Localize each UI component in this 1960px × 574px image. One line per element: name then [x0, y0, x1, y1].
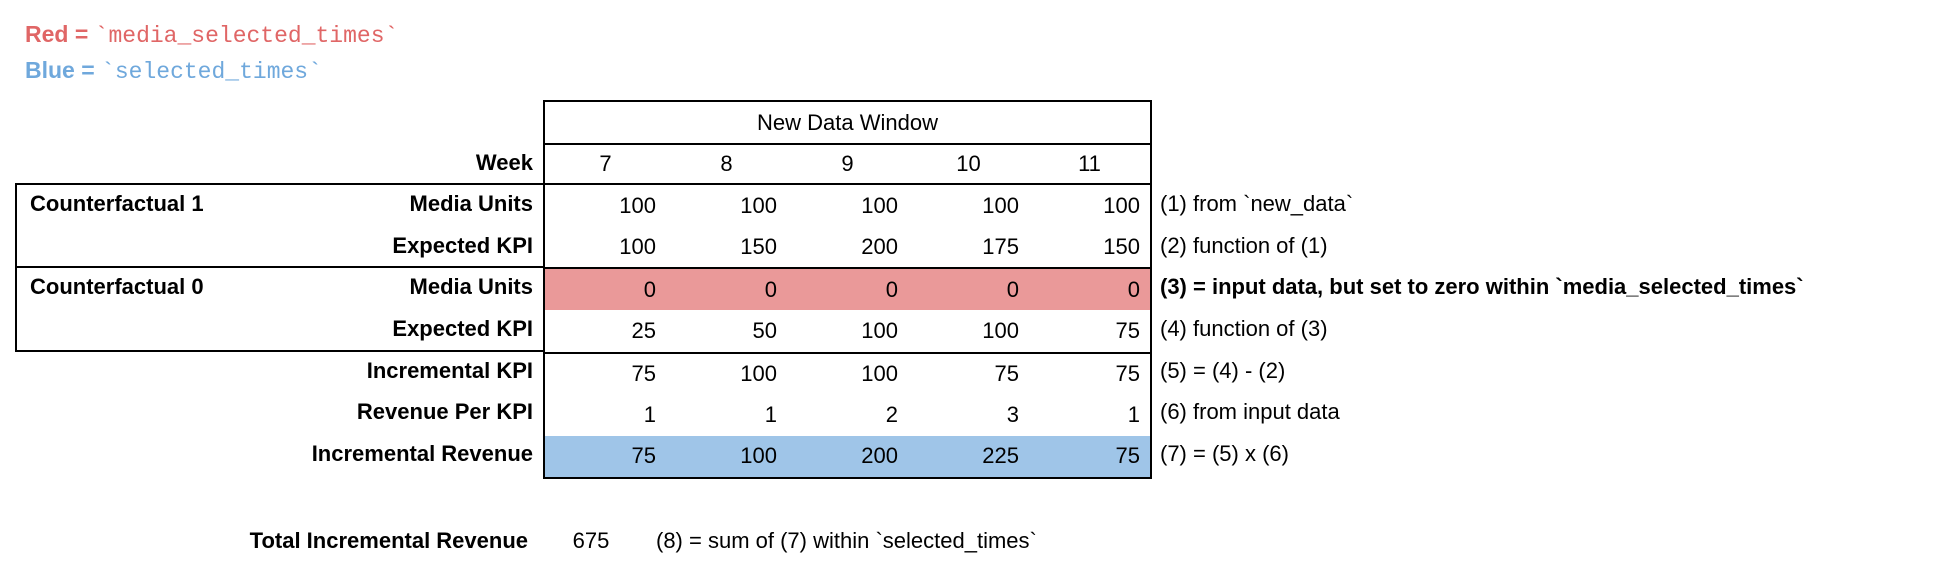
- table-cell: 1: [1127, 402, 1140, 428]
- table-row-expected-kpi-cf1: 100 150 200 175 150: [545, 226, 1150, 270]
- row-annotation-5: (5) = (4) - (2): [1160, 358, 1286, 383]
- legend: Red = `media_selected_times` Blue = `sel…: [25, 16, 398, 88]
- table-cell: 75: [1115, 361, 1140, 387]
- table-cell: 100: [740, 361, 777, 387]
- table-cell: 100: [861, 317, 898, 343]
- week-header-row: 7 8 9 10 11: [545, 145, 1150, 185]
- row-label-revenue-per-kpi: Revenue Per KPI: [356, 399, 533, 424]
- row-annotation-1: (1) from `new_data`: [1160, 191, 1354, 216]
- row-label-media-units-cf1: Media Units: [409, 191, 533, 216]
- row-label-expected-kpi-cf1: Expected KPI: [392, 233, 533, 258]
- table-cell: 0: [643, 276, 656, 302]
- table-cell: 75: [1115, 317, 1140, 343]
- table-cell: 3: [1006, 402, 1019, 428]
- week-cell: 8: [720, 151, 733, 176]
- table-cell: 0: [885, 276, 898, 302]
- new-data-window-header: New Data Window: [545, 102, 1150, 145]
- table-cell: 0: [764, 276, 777, 302]
- table-cell: 225: [982, 443, 1019, 469]
- table-cell: 200: [861, 233, 898, 259]
- table-row-incremental-kpi: 75 100 100 75 75: [545, 354, 1150, 395]
- week-cell: 11: [1078, 151, 1101, 176]
- week-row-label: Week: [475, 150, 533, 175]
- table-cell: 75: [994, 361, 1019, 387]
- table-cell: 0: [1127, 276, 1140, 302]
- table-cell: 100: [982, 317, 1019, 343]
- data-table-body: 100 100 100 100 100 100 150 200 175 150 …: [545, 185, 1150, 477]
- total-incremental-revenue-value: 675: [572, 528, 610, 553]
- table-cell: 0: [1006, 276, 1019, 302]
- table-cell: 100: [619, 192, 656, 218]
- row-annotation-3: (3) = input data, but set to zero within…: [1160, 274, 1804, 299]
- table-cell: 100: [740, 443, 777, 469]
- table-cell: 75: [631, 443, 656, 469]
- table-cell: 175: [982, 233, 1019, 259]
- table-row-revenue-per-kpi: 1 1 2 3 1: [545, 395, 1150, 436]
- counterfactual-0-label: Counterfactual 0: [30, 274, 204, 299]
- week-cell: 10: [956, 151, 981, 176]
- table-cell: 2: [885, 402, 898, 428]
- table-cell: 1: [643, 402, 656, 428]
- data-table: New Data Window 7 8 9 10 11 100 100 100 …: [543, 100, 1152, 479]
- legend-red-line: Red = `media_selected_times`: [25, 16, 398, 52]
- table-cell: 150: [1103, 233, 1140, 259]
- table-cell: 100: [861, 361, 898, 387]
- total-annotation-8: (8) = sum of (7) within `selected_times`: [656, 528, 1037, 553]
- legend-blue-code: `selected_times`: [101, 59, 322, 85]
- legend-red-label: Red =: [25, 21, 95, 47]
- table-cell: 100: [982, 192, 1019, 218]
- table-row-media-units-cf1: 100 100 100 100 100: [545, 185, 1150, 226]
- table-cell: 100: [740, 192, 777, 218]
- total-incremental-revenue-label: Total Incremental Revenue: [249, 528, 528, 553]
- table-row-expected-kpi-cf0: 25 50 100 100 75: [545, 310, 1150, 354]
- table-cell: 100: [861, 192, 898, 218]
- table-cell: 25: [631, 317, 656, 343]
- table-row-media-units-cf0-highlight-red: 0 0 0 0 0: [545, 269, 1150, 311]
- table-row-incremental-revenue-highlight-blue: 75 100 200 225 75: [545, 435, 1150, 477]
- row-label-incremental-revenue: Incremental Revenue: [311, 441, 533, 466]
- week-cell: 9: [841, 151, 854, 176]
- table-cell: 100: [1103, 192, 1140, 218]
- table-cell: 75: [1115, 443, 1140, 469]
- row-label-incremental-kpi: Incremental KPI: [366, 358, 533, 383]
- legend-blue-label: Blue =: [25, 57, 102, 83]
- counterfactual-1-label: Counterfactual 1: [30, 191, 204, 216]
- table-cell: 75: [631, 361, 656, 387]
- table-cell: 150: [740, 233, 777, 259]
- legend-red-code: `media_selected_times`: [94, 23, 399, 49]
- table-cell: 1: [764, 402, 777, 428]
- row-label-expected-kpi-cf0: Expected KPI: [392, 316, 533, 341]
- table-cell: 50: [752, 317, 777, 343]
- row-annotation-7: (7) = (5) x (6): [1160, 441, 1289, 466]
- table-cell: 200: [861, 443, 898, 469]
- table-cell: 100: [619, 233, 656, 259]
- row-annotation-6: (6) from input data: [1160, 399, 1340, 424]
- row-annotation-4: (4) function of (3): [1160, 316, 1328, 341]
- row-label-media-units-cf0: Media Units: [409, 274, 533, 299]
- week-cell: 7: [599, 151, 612, 176]
- row-annotation-2: (2) function of (1): [1160, 233, 1328, 258]
- legend-blue-line: Blue = `selected_times`: [25, 52, 398, 88]
